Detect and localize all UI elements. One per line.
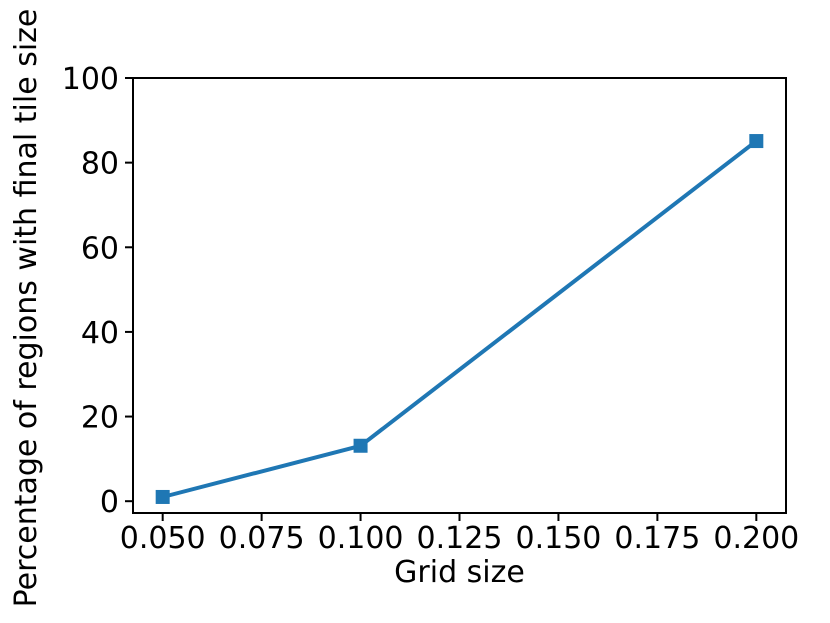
x-axis-label: Grid size — [394, 555, 525, 590]
plot-area-border — [132, 77, 787, 514]
x-axis-ticks: 0.050 0.075 0.100 0.125 0.150 0.175 0.200 — [120, 513, 799, 556]
y-axis-ticks: 0 20 40 60 80 100 — [62, 62, 133, 520]
y-tick-label: 60 — [81, 231, 119, 266]
x-tick-label: 0.200 — [713, 521, 799, 556]
plot-border-group — [132, 77, 787, 514]
x-tick-label: 0.050 — [120, 521, 206, 556]
data-point-marker — [749, 134, 764, 149]
y-tick-label: 80 — [81, 147, 119, 182]
y-tick-label: 20 — [81, 401, 119, 436]
y-axis-label: Percentage of regions with final tile si… — [9, 8, 44, 608]
y-tick-label: 0 — [100, 485, 119, 520]
data-series — [155, 134, 764, 504]
y-tick-label: 100 — [62, 62, 119, 97]
x-tick-label: 0.125 — [417, 521, 503, 556]
data-point-marker — [155, 489, 170, 504]
y-tick-label: 40 — [81, 316, 119, 351]
x-tick-label: 0.075 — [219, 521, 305, 556]
x-tick-label: 0.175 — [614, 521, 700, 556]
x-tick-label: 0.100 — [318, 521, 404, 556]
x-tick-label: 0.150 — [515, 521, 601, 556]
data-point-marker — [353, 438, 368, 453]
data-line — [162, 139, 758, 499]
